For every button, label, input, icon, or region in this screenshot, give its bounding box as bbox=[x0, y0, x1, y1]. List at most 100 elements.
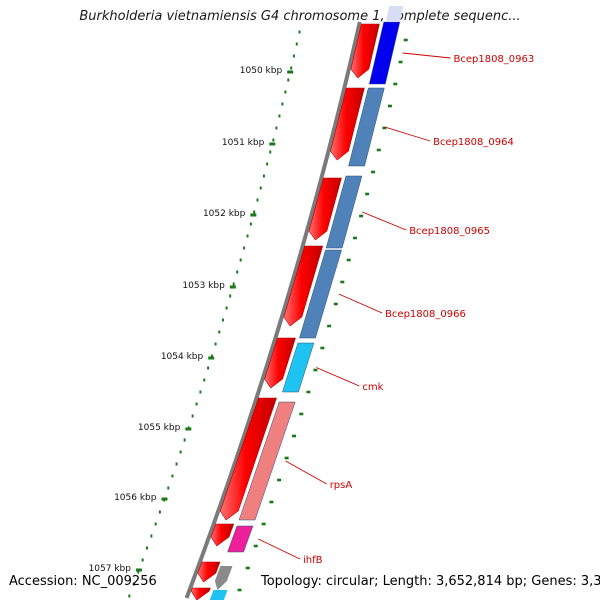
kbp-tick-label: 1051 kbp bbox=[222, 138, 265, 148]
kbp-tick-label: 1057 kbp bbox=[89, 564, 132, 574]
scale-dot bbox=[236, 270, 239, 274]
scale-dot bbox=[292, 54, 295, 58]
outer-tick bbox=[371, 170, 376, 174]
gray-feature bbox=[214, 566, 233, 590]
gene-band bbox=[348, 87, 385, 167]
scale-track: 1050 kbp 1051 kbp 1052 kbp 1053 kbp 1054 kbp… bbox=[89, 30, 301, 598]
gene-band-partial bbox=[209, 590, 228, 600]
scale-dot bbox=[259, 186, 262, 190]
kbp-tick bbox=[135, 568, 142, 572]
scale-dot bbox=[210, 354, 213, 358]
outer-tick bbox=[333, 302, 338, 306]
kbp-tick bbox=[229, 285, 236, 289]
gene-label: rpsA bbox=[330, 480, 353, 491]
cds-arrow bbox=[350, 23, 380, 79]
scale-dot bbox=[275, 126, 278, 130]
scale-dot bbox=[150, 534, 153, 538]
kbp-tick-label: 1053 kbp bbox=[182, 281, 225, 291]
outer-tick bbox=[340, 280, 345, 284]
gene-label: Bcep1808_0964 bbox=[433, 137, 514, 148]
outer-tick bbox=[327, 324, 332, 328]
scale-dot bbox=[154, 522, 157, 526]
scale-dot bbox=[214, 342, 217, 346]
scale-dot bbox=[218, 330, 221, 334]
gene-band-pale bbox=[385, 6, 404, 22]
kbp-tick bbox=[250, 213, 257, 217]
scale-dot bbox=[229, 294, 232, 298]
cds-arrow bbox=[197, 561, 221, 583]
scale-dot bbox=[281, 102, 284, 106]
gene-label: Bcep1808_0966 bbox=[385, 309, 466, 320]
scale-dot bbox=[287, 78, 290, 82]
cds-arrow bbox=[219, 397, 277, 521]
gene-band bbox=[227, 525, 254, 553]
scale-dot bbox=[183, 438, 186, 442]
scale-dot bbox=[132, 582, 135, 586]
outer-tick bbox=[306, 390, 311, 394]
tick-marks bbox=[237, 38, 408, 592]
scale-dot bbox=[298, 30, 301, 34]
kbp-tick bbox=[287, 70, 294, 74]
kbp-tick bbox=[269, 142, 276, 146]
outer-tick bbox=[253, 544, 258, 548]
scale-dot bbox=[243, 246, 246, 250]
outer-tick bbox=[382, 126, 387, 130]
scale-dot bbox=[175, 462, 178, 466]
label-leader bbox=[362, 211, 407, 231]
backbone-track bbox=[184, 21, 362, 599]
outer-tick bbox=[376, 148, 381, 152]
scale-dot bbox=[141, 558, 144, 562]
label-leader bbox=[402, 52, 451, 59]
accession-label: Accession: NC_009256 bbox=[9, 574, 157, 589]
scale-dot bbox=[249, 222, 252, 226]
cds-arrow bbox=[330, 87, 365, 161]
scale-dot bbox=[221, 318, 224, 322]
scale-dot bbox=[146, 546, 149, 550]
outer-tick bbox=[346, 258, 351, 262]
scale-dot bbox=[290, 66, 293, 70]
gene-label: Bcep1808_0965 bbox=[409, 226, 490, 237]
gene-label: cmk bbox=[362, 382, 383, 393]
scale-dot bbox=[199, 390, 202, 394]
scale-dot bbox=[266, 162, 269, 166]
gene-label: ihfB bbox=[303, 555, 323, 566]
scale-dot bbox=[253, 210, 256, 214]
outer-tick bbox=[277, 478, 282, 482]
scale-dot bbox=[246, 234, 249, 238]
scale-dot bbox=[195, 402, 198, 406]
label-leader bbox=[285, 460, 327, 485]
scale-dot bbox=[239, 258, 242, 262]
scale-dot bbox=[295, 42, 298, 46]
gene-track bbox=[209, 6, 404, 600]
outer-tick bbox=[403, 38, 408, 42]
kbp-tick-label: 1055 kbp bbox=[138, 423, 181, 433]
scale-dot bbox=[272, 138, 275, 142]
outer-tick bbox=[284, 456, 289, 460]
label-leader bbox=[384, 126, 431, 142]
scale-dot bbox=[269, 150, 272, 154]
kbp-tick-label: 1050 kbp bbox=[240, 66, 283, 76]
label-leader bbox=[258, 538, 301, 560]
outer-tick bbox=[313, 368, 318, 372]
backbone-circle bbox=[184, 21, 362, 599]
gene-labels: Bcep1808_0963 Bcep1808_0964 Bcep1808_0965 B… bbox=[258, 52, 534, 566]
outer-tick bbox=[352, 236, 357, 240]
scale-dot bbox=[207, 366, 210, 370]
kbp-tick bbox=[185, 427, 192, 431]
outer-tick bbox=[398, 60, 403, 64]
kbp-tick bbox=[161, 497, 168, 501]
outer-tick bbox=[269, 500, 274, 504]
outer-tick bbox=[261, 522, 266, 526]
outer-tick bbox=[387, 104, 392, 108]
kbp-tick bbox=[208, 356, 215, 360]
scale-dot bbox=[203, 378, 206, 382]
outer-tick bbox=[365, 192, 370, 196]
scale-dot bbox=[225, 306, 228, 310]
label-leader bbox=[338, 293, 383, 314]
gene-band bbox=[282, 342, 315, 393]
map-title: Burkholderia vietnamiensis G4 chromosome… bbox=[79, 9, 521, 24]
kbp-tick-label: 1052 kbp bbox=[203, 209, 246, 219]
kbp-tick-label: 1054 kbp bbox=[161, 352, 204, 362]
gene-band bbox=[325, 175, 363, 249]
